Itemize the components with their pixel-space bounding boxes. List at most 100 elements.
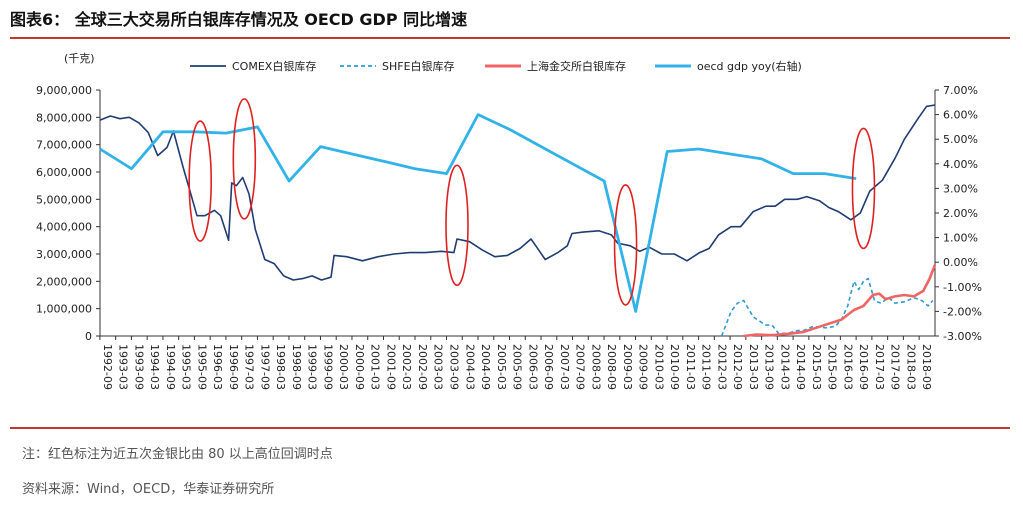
left-tick-label: 5,000,000: [36, 193, 92, 206]
left-tick-label: 8,000,000: [36, 111, 92, 124]
left-tick-label: 9,000,000: [36, 84, 92, 97]
x-tick-label: 2008-09: [605, 344, 618, 390]
left-tick-label: 2,000,000: [36, 275, 92, 288]
legend-label: SHFE白银库存: [382, 59, 455, 73]
x-tick-label: 1995-09: [195, 344, 208, 390]
x-tick-label: 2015-03: [810, 344, 823, 390]
right-axis-ticks: -3.00% -2.00% -1.00% 0.00% 1.00% 2.00% 3.00% 4.…: [935, 84, 982, 343]
left-axis-ticks: 0 1,000,000 2,000,000 3,000,000 4,000,000 5,0…: [36, 84, 100, 343]
chart-frame: [99, 90, 936, 337]
chart-legend: COMEX白银库存 SHFE白银库存 上海金交所白银库存 oecd gdp yoy(右…: [190, 59, 802, 73]
silver-inventory-chart: 0 1,000,000 2,000,000 3,000,000 4,000,000 5,0…: [36, 52, 982, 390]
highlight-ellipse: [445, 164, 469, 287]
x-tick-label: 2011-09: [700, 344, 713, 390]
x-tick-label: 1999-03: [306, 344, 319, 390]
x-tick-label: 2005-09: [511, 344, 524, 390]
series-lines: [99, 104, 937, 338]
x-tick-label: 2018-09: [920, 344, 933, 390]
x-tick-label: 2013-03: [747, 344, 760, 390]
x-tick-label: 1995-03: [180, 344, 193, 390]
x-tick-label: 2014-03: [778, 344, 791, 390]
x-tick-label: 1994-03: [148, 344, 161, 390]
left-tick-label: 6,000,000: [36, 166, 92, 179]
right-tick-label: -2.00%: [943, 305, 982, 318]
right-tick-label: 6.00%: [943, 109, 978, 122]
oecd-gdp-series-line: [99, 113, 857, 313]
x-tick-label: 1999-09: [321, 344, 334, 390]
highlight-ellipses: [188, 98, 876, 306]
x-tick-label: 2005-03: [495, 344, 508, 390]
left-axis-unit: (千克): [64, 52, 95, 65]
chart-note: 注：红色标注为近五次金银比由 80 以上高位回调时点: [22, 447, 333, 462]
right-tick-label: 1.00%: [943, 232, 978, 245]
x-tick-label: 2004-03: [463, 344, 476, 390]
x-tick-label: 1997-09: [258, 344, 271, 390]
x-tick-label: 2018-03: [904, 344, 917, 390]
x-tick-label: 2011-03: [684, 344, 697, 390]
x-tick-label: 2008-03: [589, 344, 602, 390]
footer-rule: [10, 427, 1010, 429]
x-tick-label: 2009-09: [637, 344, 650, 390]
legend-label: oecd gdp yoy(右轴): [697, 59, 802, 73]
x-tick-label: 2007-03: [558, 344, 571, 390]
x-tick-label: 2006-03: [526, 344, 539, 390]
x-tick-label: 2017-09: [889, 344, 902, 390]
x-tick-label: 1992-09: [101, 344, 114, 390]
left-tick-label: 4,000,000: [36, 221, 92, 234]
right-tick-label: 4.00%: [943, 158, 978, 171]
highlight-ellipse: [232, 98, 257, 220]
x-tick-label: 2010-09: [668, 344, 681, 390]
x-tick-label: 1997-03: [243, 344, 256, 390]
x-tick-label: 2009-03: [621, 344, 634, 390]
highlight-ellipse: [613, 184, 638, 306]
x-tick-label: 2002-03: [400, 344, 413, 390]
x-tick-label: 2010-03: [652, 344, 665, 390]
right-tick-label: 5.00%: [943, 133, 978, 146]
x-tick-label: 2013-09: [763, 344, 776, 390]
x-tick-label: 1993-09: [132, 344, 145, 390]
right-tick-label: -1.00%: [943, 281, 982, 294]
x-tick-label: 2014-09: [794, 344, 807, 390]
figure-title: 图表6： 全球三大交易所白银库存情况及 OECD GDP 同比增速: [10, 10, 468, 29]
left-tick-label: 1,000,000: [36, 303, 92, 316]
x-tick-label: 2017-03: [873, 344, 886, 390]
legend-label: 上海金交所白银库存: [527, 59, 626, 73]
highlight-ellipse: [851, 127, 876, 250]
x-tick-label: 2016-03: [841, 344, 854, 390]
x-tick-label: 2004-09: [479, 344, 492, 390]
x-tick-label: 2001-03: [369, 344, 382, 390]
x-tick-label: 2003-03: [432, 344, 445, 390]
x-tick-label: 2001-09: [384, 344, 397, 390]
sge-series-line: [743, 264, 937, 338]
legend-label: COMEX白银库存: [232, 59, 316, 73]
x-tick-label: 2016-09: [857, 344, 870, 390]
left-tick-label: 0: [85, 330, 92, 343]
x-tick-label: 2006-09: [542, 344, 555, 390]
x-tick-label: 2003-09: [447, 344, 460, 390]
x-tick-label: 2015-09: [826, 344, 839, 390]
x-tick-label: 1994-09: [164, 344, 177, 390]
x-tick-label: 1996-03: [211, 344, 224, 390]
x-tick-label: 1998-09: [290, 344, 303, 390]
x-tick-label: 2007-09: [574, 344, 587, 390]
x-tick-label: 1993-03: [117, 344, 130, 390]
x-tick-label: 2000-09: [353, 344, 366, 390]
left-tick-label: 3,000,000: [36, 248, 92, 261]
x-tick-label: 2012-03: [715, 344, 728, 390]
right-tick-label: 2.00%: [943, 207, 978, 220]
x-tick-label: 2000-03: [337, 344, 350, 390]
right-tick-label: 3.00%: [943, 182, 978, 195]
right-tick-label: -3.00%: [943, 330, 982, 343]
shfe-series-line: [720, 277, 934, 337]
x-axis-ticks: 1992-09 1993-03 1993-09 1994-03 1994-09 1995-…: [99, 336, 933, 390]
left-tick-label: 7,000,000: [36, 139, 92, 152]
x-tick-label: 2002-09: [416, 344, 429, 390]
chart-source: 资料来源：Wind，OECD，华泰证券研究所: [22, 482, 275, 497]
x-tick-label: 1996-09: [227, 344, 240, 390]
x-tick-label: 2012-09: [731, 344, 744, 390]
x-tick-label: 1998-03: [274, 344, 287, 390]
right-tick-label: 0.00%: [943, 256, 978, 269]
comex-series-line: [99, 104, 936, 281]
right-tick-label: 7.00%: [943, 84, 978, 97]
title-rule: [10, 37, 1010, 39]
